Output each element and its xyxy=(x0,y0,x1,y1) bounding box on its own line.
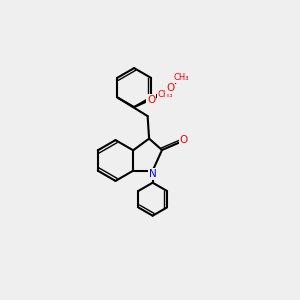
Text: O: O xyxy=(180,135,188,145)
Text: CH₃: CH₃ xyxy=(173,73,189,82)
Text: O: O xyxy=(147,94,155,105)
Text: O: O xyxy=(166,83,174,93)
Text: CH₃: CH₃ xyxy=(158,90,173,99)
Text: N: N xyxy=(149,169,157,179)
